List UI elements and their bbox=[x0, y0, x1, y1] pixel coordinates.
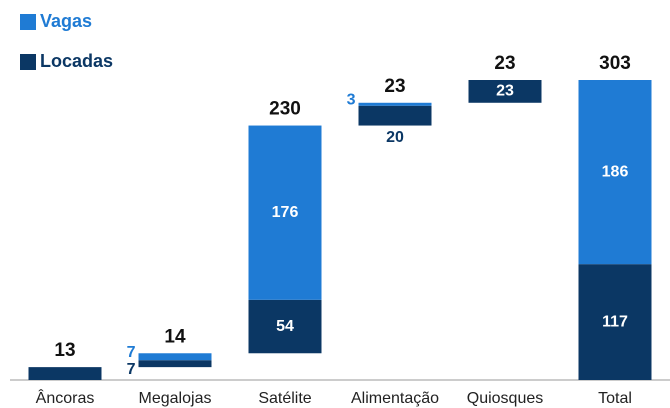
value-label: 176 bbox=[272, 204, 299, 221]
bar-segment bbox=[468, 80, 542, 103]
bar-segment bbox=[248, 299, 322, 354]
total-label: 303 bbox=[599, 53, 631, 74]
bar-segment bbox=[138, 353, 212, 361]
legend-swatch bbox=[20, 14, 36, 30]
legend-swatch bbox=[20, 54, 36, 70]
total-label: 230 bbox=[269, 99, 301, 120]
value-label: 7 bbox=[127, 361, 136, 378]
legend-label: Locadas bbox=[40, 51, 113, 71]
x-tick-label: Quiosques bbox=[467, 390, 544, 407]
x-tick-label: Alimentação bbox=[351, 390, 439, 407]
value-label: 54 bbox=[276, 318, 294, 335]
legend-label: Vagas bbox=[40, 11, 92, 31]
x-tick-label: Megalojas bbox=[139, 390, 212, 407]
value-label: 23 bbox=[496, 83, 514, 100]
bar-segment bbox=[28, 367, 102, 380]
value-label: 117 bbox=[602, 313, 628, 330]
bar-segment bbox=[358, 102, 432, 106]
bar-segment bbox=[578, 264, 652, 380]
value-label: 186 bbox=[602, 163, 629, 180]
bar-segment bbox=[358, 105, 432, 126]
value-label: 7 bbox=[127, 344, 136, 361]
total-label: 14 bbox=[164, 326, 186, 347]
value-label: 20 bbox=[386, 129, 404, 146]
total-label: 23 bbox=[384, 76, 405, 97]
bar-segment bbox=[138, 360, 212, 368]
x-tick-label: Total bbox=[598, 390, 632, 407]
bar-segment bbox=[248, 125, 322, 300]
bar-segment bbox=[578, 80, 652, 265]
x-tick-label: Satélite bbox=[258, 390, 311, 407]
total-label: 23 bbox=[494, 53, 515, 74]
total-label: 13 bbox=[54, 340, 75, 361]
x-tick-label: Âncoras bbox=[36, 388, 95, 407]
value-label: 3 bbox=[347, 91, 356, 108]
